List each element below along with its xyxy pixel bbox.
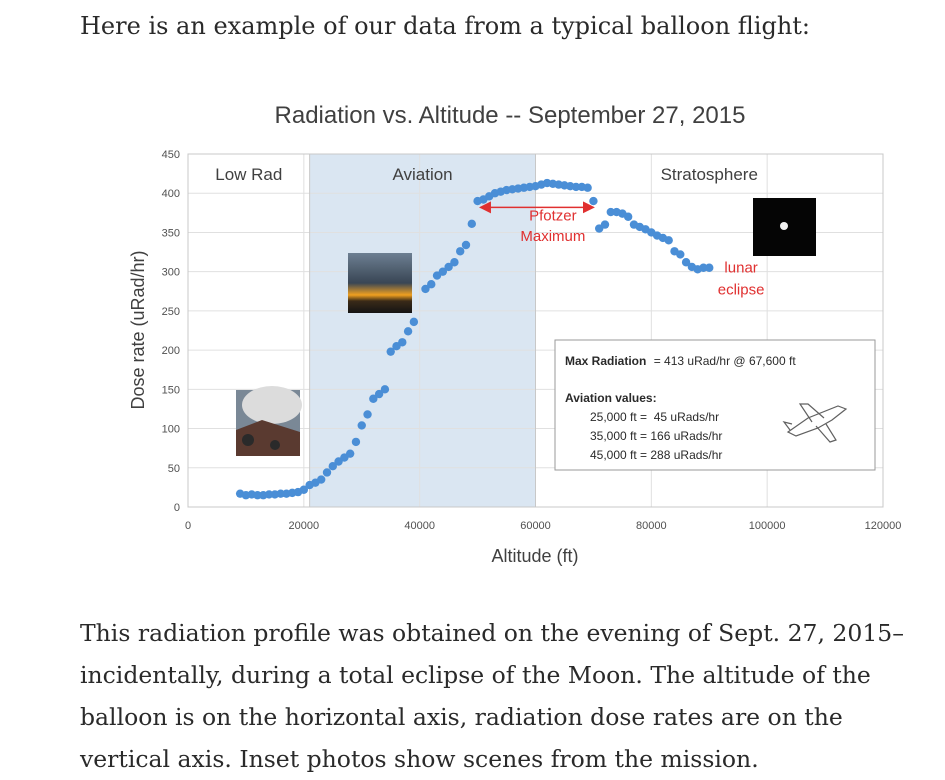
data-point-76 — [681, 258, 691, 267]
x-tick-label-4: 80000 — [636, 520, 667, 532]
data-point-73 — [664, 236, 673, 245]
y-tick-label-2: 100 — [162, 424, 180, 436]
horizon-photo — [348, 253, 412, 313]
data-points — [235, 178, 714, 500]
data-point-63 — [606, 207, 615, 217]
data-point-15 — [322, 468, 332, 477]
data-point-80 — [705, 263, 714, 272]
data-point-35 — [444, 262, 453, 272]
eclipse-photo — [753, 198, 816, 256]
aviation-row-25000: 25,000 ft = 45 uRads/hr — [590, 410, 719, 424]
data-point-21 — [357, 421, 366, 430]
intro-text: Here is an example of our data from a ty… — [80, 12, 811, 40]
max-radiation-value: = 413 uRad/hr @ 67,600 ft — [654, 354, 797, 368]
region-labels: Low Rad Aviation Stratosphere — [215, 165, 758, 184]
data-point-79 — [699, 263, 708, 272]
data-point-7 — [276, 489, 285, 498]
y-tick-label-8: 400 — [162, 188, 180, 200]
data-point-11 — [299, 485, 309, 494]
data-point-29 — [403, 327, 413, 336]
y-tick-label-4: 200 — [162, 345, 180, 357]
annotations: Pfotzer Maximum lunar eclipse — [520, 208, 764, 299]
annotation-1: Maximum — [520, 228, 585, 245]
y-tick-label-5: 250 — [162, 306, 180, 318]
region-label-1: Aviation — [392, 165, 452, 184]
data-point-32 — [427, 280, 436, 289]
aviation-row-45000: 45,000 ft = 288 uRads/hr — [590, 448, 722, 462]
data-point-24 — [374, 389, 384, 399]
region-label-2: Stratosphere — [661, 165, 758, 184]
x-tick-label-3: 60000 — [520, 520, 551, 532]
jet-icon — [782, 403, 848, 443]
data-point-16 — [328, 462, 337, 471]
balloon-photo — [236, 386, 302, 456]
annotation-3: eclipse — [718, 281, 765, 298]
data-point-31 — [421, 284, 430, 294]
x-tick-label-5: 100000 — [749, 520, 786, 532]
data-point-66 — [623, 212, 633, 221]
data-point-23 — [369, 394, 378, 403]
data-point-34 — [438, 267, 448, 276]
x-axis-label: Altitude (ft) — [491, 546, 578, 566]
info-box: Max Radiation = 413 uRad/hr @ 67,600 ft … — [554, 339, 876, 471]
y-tick-label-1: 50 — [168, 463, 180, 475]
data-point-22 — [363, 410, 372, 419]
data-point-20 — [351, 437, 361, 447]
plot-frame — [187, 153, 884, 508]
y-tick-label-0: 0 — [174, 502, 180, 514]
y-axis-label: Dose rate (uRad/hr) — [128, 250, 148, 409]
data-point-75 — [676, 250, 685, 259]
y-axis-ticks: 0 50 100 150 200 250 300 350 400 450 — [162, 149, 180, 514]
region-label-0: Low Rad — [215, 165, 282, 184]
data-point-59 — [583, 183, 592, 192]
data-point-26 — [386, 347, 395, 356]
data-point-30 — [409, 317, 419, 327]
annotation-2: lunar — [724, 259, 757, 276]
data-point-14 — [317, 475, 326, 484]
data-point-25 — [380, 385, 390, 394]
x-tick-label-2: 40000 — [404, 520, 435, 532]
data-point-57 — [571, 182, 581, 192]
x-axis-ticks: 0 20000 40000 60000 80000 100000 120000 — [185, 520, 901, 532]
data-point-38 — [461, 240, 471, 250]
y-tick-label-7: 350 — [162, 227, 180, 239]
svg-text:Max Radiation = 413 uRad: Max Radiation = 413 uRad/hr @ 67,600 ft — [565, 354, 796, 368]
aviation-row-35000: 35,000 ft = 166 uRads/hr — [590, 429, 722, 443]
data-point-37 — [456, 247, 465, 256]
data-point-36 — [450, 258, 459, 267]
x-tick-label-6: 120000 — [865, 520, 902, 532]
x-tick-label-1: 20000 — [289, 520, 320, 532]
data-point-5 — [264, 490, 274, 499]
data-point-62 — [600, 220, 610, 229]
data-point-19 — [345, 449, 355, 458]
caption-text: This radiation profile was obtained on t… — [80, 619, 904, 773]
data-point-39 — [467, 219, 476, 229]
radiation-altitude-chart: Radiation vs. Altitude -- September 27, … — [128, 102, 901, 566]
y-tick-label-6: 300 — [162, 267, 180, 279]
data-point-60 — [589, 196, 598, 206]
data-point-3 — [253, 491, 262, 500]
y-tick-label-3: 150 — [162, 384, 180, 396]
y-tick-label-9: 450 — [162, 149, 180, 161]
max-radiation-label: Max Radiation — [565, 354, 646, 368]
chart-title: Radiation vs. Altitude -- September 27, … — [275, 102, 746, 129]
x-tick-label-0: 0 — [185, 520, 191, 532]
data-point-28 — [398, 338, 407, 347]
aviation-heading: Aviation values: — [565, 391, 657, 405]
annotation-0: Pfotzer — [529, 208, 577, 225]
